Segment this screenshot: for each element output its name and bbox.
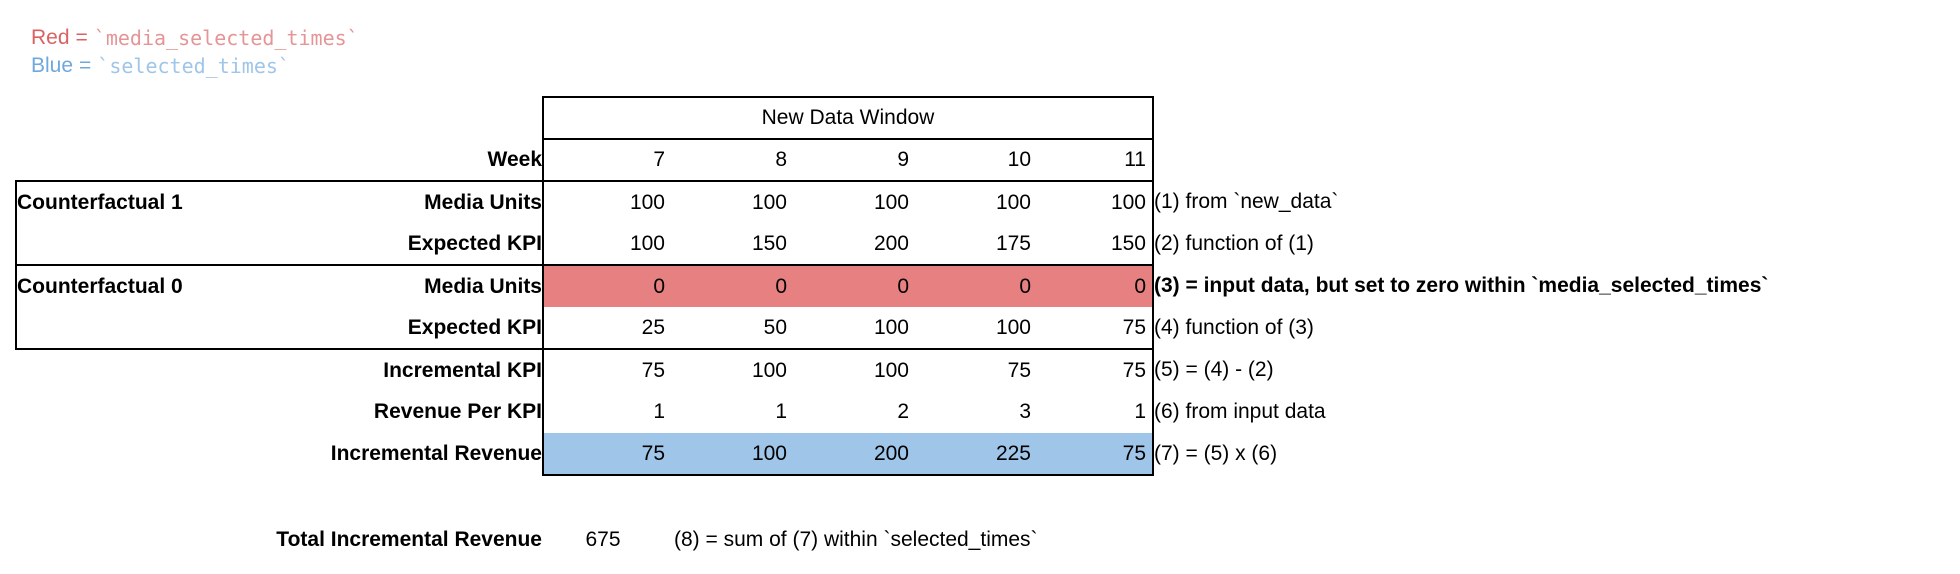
cell-value: 150 <box>751 231 787 255</box>
group-label <box>15 223 266 265</box>
table-row-revenue-per-kpi: Revenue Per KPI 1 1 2 3 1 (6) from input… <box>16 391 1769 433</box>
row-note: (4) function of (3) <box>1154 316 1314 339</box>
table-row-cf0-media-units: Counterfactual 0 Media Units 0 0 0 0 0 (… <box>15 264 1769 307</box>
legend-blue-code: `selected_times` <box>97 54 290 78</box>
spacer-cell <box>1153 139 1769 181</box>
cell-value: 0 <box>542 264 665 307</box>
cell-value: 0 <box>1031 264 1154 307</box>
cell-value: 175 <box>995 231 1031 255</box>
cell-value: 0 <box>787 264 909 307</box>
week-value: 9 <box>897 148 909 171</box>
cell-value: 100 <box>787 180 909 223</box>
group-label: Counterfactual 0 <box>15 264 266 307</box>
row-note: (6) from input data <box>1154 400 1326 423</box>
legend-red-equals: = <box>75 26 88 49</box>
group-label <box>15 307 266 349</box>
cell-value: 0 <box>909 264 1031 307</box>
cell-value: 75 <box>542 348 665 391</box>
figure-page: Red = `media_selected_times` Blue = `sel… <box>15 24 1960 552</box>
cell-value: 75 <box>542 433 665 476</box>
legend-red-label: Red <box>31 26 70 49</box>
group-label <box>16 348 266 391</box>
week-value: 8 <box>775 148 787 171</box>
cell-value: 75 <box>909 348 1031 391</box>
table-row-cf1-media-units: Counterfactual 1 Media Units 100 100 100… <box>15 180 1769 223</box>
cell-value: 1 <box>1031 391 1154 433</box>
cell-value: 200 <box>787 433 909 476</box>
spacer-cell <box>16 139 266 181</box>
row-note: (3) = input data, but set to zero within… <box>1154 274 1769 297</box>
row-note: (7) = (5) x (6) <box>1154 442 1278 465</box>
cell-value: 3 <box>1019 400 1031 423</box>
legend-blue: Blue = `selected_times` <box>31 52 1960 80</box>
spacer-cell <box>16 97 543 139</box>
row-note: (5) = (4) - (2) <box>1154 358 1274 381</box>
cell-value: 75 <box>1031 348 1154 391</box>
window-header-row: New Data Window <box>16 96 1769 140</box>
table-row-cf1-expected-kpi: Expected KPI 100 150 200 175 150 (2) fun… <box>15 223 1769 265</box>
week-label: Week <box>487 147 542 171</box>
legend: Red = `media_selected_times` Blue = `sel… <box>31 24 1960 80</box>
group-label <box>16 433 266 475</box>
row-label: Incremental KPI <box>266 348 543 391</box>
row-note: (1) from `new_data` <box>1154 190 1339 213</box>
cell-value: 225 <box>909 433 1031 476</box>
week-row: Week 7 8 9 10 11 <box>16 139 1769 181</box>
row-label: Media Units <box>266 264 543 307</box>
cell-value: 75 <box>1031 307 1154 349</box>
week-value: 10 <box>1007 148 1031 171</box>
cell-value: 150 <box>1031 223 1154 265</box>
cell-value: 100 <box>542 223 665 265</box>
cell-value: 100 <box>665 433 787 476</box>
row-label: Revenue Per KPI <box>373 400 542 423</box>
row-label: Expected KPI <box>407 315 542 339</box>
row-note: (2) function of (1) <box>1154 232 1314 255</box>
cell-value: 50 <box>763 315 787 339</box>
cell-value: 0 <box>665 264 787 307</box>
legend-blue-equals: = <box>79 54 92 77</box>
total-note: (8) = sum of (7) within `selected_times` <box>674 528 1038 551</box>
cell-value: 100 <box>787 348 909 391</box>
cell-value: 25 <box>542 307 665 349</box>
total-value: 675 <box>585 528 621 551</box>
spacer-cell <box>1153 97 1769 139</box>
window-header: New Data Window <box>542 96 1154 140</box>
cell-value: 1 <box>775 400 787 423</box>
table-row-incremental-revenue: Incremental Revenue 75 100 200 225 75 (7… <box>16 433 1769 476</box>
cell-value: 100 <box>665 348 787 391</box>
legend-red-code: `media_selected_times` <box>93 26 359 50</box>
total-label: Total Incremental Revenue <box>276 528 542 551</box>
cell-value: 100 <box>1031 180 1154 223</box>
cell-value: 200 <box>873 231 909 255</box>
row-label: Media Units <box>266 180 543 223</box>
legend-red: Red = `media_selected_times` <box>31 24 1960 52</box>
calculation-table: New Data Window Week 7 8 9 10 11 Counter… <box>15 96 1770 476</box>
cell-value: 100 <box>909 180 1031 223</box>
total-line: Total Incremental Revenue 675 (8) = sum … <box>15 528 1960 552</box>
cell-value: 100 <box>542 180 665 223</box>
cell-value: 100 <box>665 180 787 223</box>
row-label: Incremental Revenue <box>330 442 542 465</box>
group-label <box>16 391 266 433</box>
week-value: 7 <box>542 139 665 181</box>
row-label: Expected KPI <box>407 231 542 255</box>
table-row-cf0-expected-kpi: Expected KPI 25 50 100 100 75 (4) functi… <box>15 307 1769 349</box>
table-row-incremental-kpi: Incremental KPI 75 100 100 75 75 (5) = (… <box>16 348 1769 391</box>
cell-value: 100 <box>873 315 909 339</box>
cell-value: 2 <box>897 400 909 423</box>
cell-value: 1 <box>542 391 665 433</box>
legend-blue-label: Blue <box>31 54 74 77</box>
cell-value: 100 <box>995 315 1031 339</box>
week-value: 11 <box>1031 139 1154 181</box>
cell-value: 75 <box>1031 433 1154 476</box>
group-label: Counterfactual 1 <box>15 180 266 223</box>
